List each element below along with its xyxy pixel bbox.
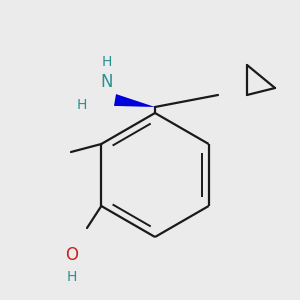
Polygon shape [114, 94, 155, 107]
Text: O: O [65, 246, 79, 264]
Text: H: H [77, 98, 87, 112]
Text: H: H [102, 55, 112, 69]
Text: N: N [101, 73, 113, 91]
Text: H: H [67, 270, 77, 284]
